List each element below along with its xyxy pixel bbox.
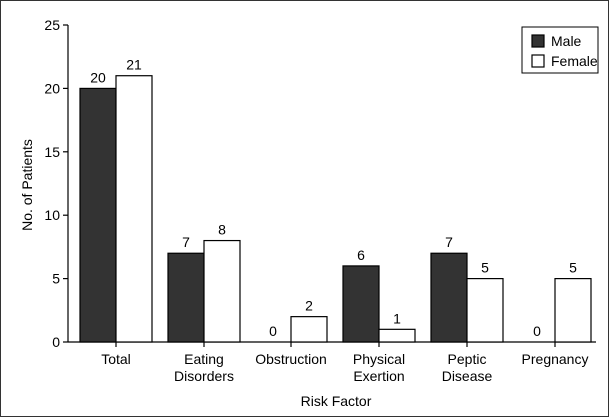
bar-value-label: 8 (218, 222, 226, 238)
bars (79, 75, 592, 343)
x-tick-label: Peptic Disease (442, 351, 493, 384)
legend-label-male: Male (551, 33, 582, 49)
value-labels: 20 21 7 8 0 2 6 1 7 5 0 5 (90, 57, 577, 339)
bar-male (342, 265, 380, 343)
x-tick-label: Eating Disorders (174, 351, 234, 384)
y-axis-title: No. of Patients (19, 139, 35, 231)
bar-female (290, 316, 328, 343)
y-tick-label: 0 (52, 334, 60, 350)
x-axis: Total Eating Disorders Obstruction Physical E… (68, 341, 596, 384)
y-tick-label: 25 (44, 17, 60, 33)
y-tick-label: 20 (44, 80, 60, 96)
bar-male (79, 87, 117, 343)
bar-value-label: 7 (182, 234, 190, 250)
legend-label-female: Female (551, 53, 598, 69)
y-tick-label: 10 (44, 207, 60, 223)
bar-value-label: 5 (481, 260, 489, 276)
bar-value-label: 7 (445, 234, 453, 250)
legend: Male Female (521, 26, 599, 74)
bar-value-label: 2 (305, 298, 313, 314)
bar-male (167, 252, 205, 343)
bar-value-label: 5 (569, 260, 577, 276)
bar-male (430, 252, 468, 343)
y-axis: 0 5 10 15 20 25 (44, 17, 69, 350)
x-tick-label: Obstruction (255, 351, 327, 367)
bar-value-label: 6 (357, 247, 365, 263)
x-tick-label: Physical Exertion (353, 351, 405, 384)
bar-value-label: 20 (90, 69, 106, 85)
bar-value-label: 21 (126, 57, 142, 73)
bar-female (115, 75, 153, 343)
y-tick-label: 5 (52, 271, 60, 287)
x-tick-label: Pregnancy (522, 351, 589, 367)
y-tick-label: 15 (44, 144, 60, 160)
bar-value-label: 1 (393, 310, 401, 326)
bar-female (203, 239, 241, 343)
bar-value-label: 0 (533, 323, 541, 339)
legend-swatch-female (531, 54, 545, 68)
legend-box (521, 26, 599, 74)
x-tick-label: Total (101, 351, 131, 367)
bar-female (466, 278, 504, 343)
bar-female (554, 278, 592, 343)
bar-female (378, 328, 416, 343)
legend-swatch-male (531, 34, 545, 48)
x-axis-title: Risk Factor (301, 393, 372, 409)
bar-value-label: 0 (269, 323, 277, 339)
